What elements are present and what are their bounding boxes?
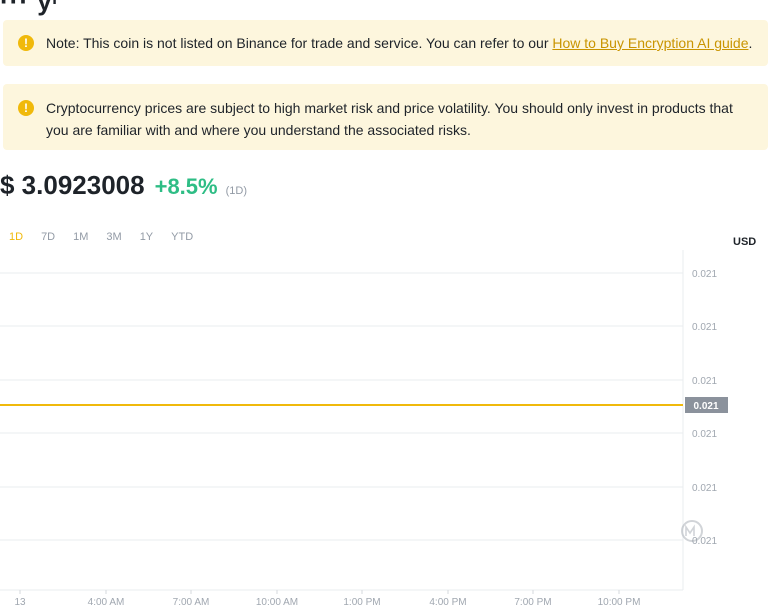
x-tick-label: 1:00 PM bbox=[343, 597, 380, 608]
tab-1m[interactable]: 1M bbox=[73, 231, 89, 243]
currency-label: USD bbox=[733, 236, 757, 248]
tab-1d[interactable]: 1D bbox=[9, 231, 24, 243]
price-chart[interactable]: 0.021 0.021 0.021 0.021 0.021 0.021 13 4:00 AM 7… bbox=[0, 250, 783, 615]
risk-warning-text: Cryptocurrency prices are subject to hig… bbox=[46, 100, 733, 138]
x-tick-label: 7:00 PM bbox=[514, 597, 551, 608]
how-to-buy-guide-link[interactable]: How to Buy Encryption AI guide bbox=[552, 35, 749, 51]
tab-1y[interactable]: 1Y bbox=[139, 231, 154, 243]
y-tick-label: 0.021 bbox=[692, 376, 717, 387]
risk-warning-notice: ! Cryptocurrency prices are subject to h… bbox=[3, 84, 768, 150]
coinmarketcap-icon bbox=[681, 520, 703, 542]
y-tick-label: 0.021 bbox=[692, 269, 717, 280]
tab-3m[interactable]: 3M bbox=[106, 231, 122, 243]
y-tick-label: 0.021 bbox=[692, 536, 717, 547]
x-tick-label: 4:00 PM bbox=[429, 597, 466, 608]
notice-text: Note: This coin is not listed on Binance… bbox=[46, 32, 752, 54]
current-price: $ 3.0923008 bbox=[0, 170, 145, 200]
price-summary: $ 3.0923008 +8.5% (1D) bbox=[0, 170, 247, 201]
time-range-tabs: 1D 7D 1M 3M 1Y YTD bbox=[0, 231, 202, 243]
exclamation-icon: ! bbox=[18, 100, 34, 116]
page-title-fragment: ··· yʳ bbox=[0, 0, 61, 16]
y-tick-label: 0.021 bbox=[692, 429, 717, 440]
x-tick-label: 7:00 AM bbox=[173, 597, 210, 608]
current-value-badge bbox=[685, 397, 728, 413]
y-tick-label: 0.021 bbox=[692, 322, 717, 333]
price-change: +8.5% bbox=[154, 174, 218, 199]
notice-suffix: . bbox=[748, 35, 753, 51]
y-tick-label: 0.021 bbox=[692, 483, 717, 494]
tab-ytd[interactable]: YTD bbox=[171, 231, 194, 243]
x-tick-label: 13 bbox=[14, 597, 26, 608]
exclamation-icon: ! bbox=[18, 35, 34, 51]
tab-7d[interactable]: 7D bbox=[41, 231, 56, 243]
x-tick-label: 4:00 AM bbox=[88, 597, 125, 608]
notice-message: Note: This coin is not listed on Binance… bbox=[46, 35, 553, 51]
not-listed-notice: ! Note: This coin is not listed on Binan… bbox=[3, 20, 768, 66]
change-period: (1D) bbox=[225, 185, 247, 197]
current-value-label: 0.021 bbox=[693, 401, 718, 412]
x-tick-label: 10:00 PM bbox=[598, 597, 641, 608]
x-tick-label: 10:00 AM bbox=[256, 597, 298, 608]
